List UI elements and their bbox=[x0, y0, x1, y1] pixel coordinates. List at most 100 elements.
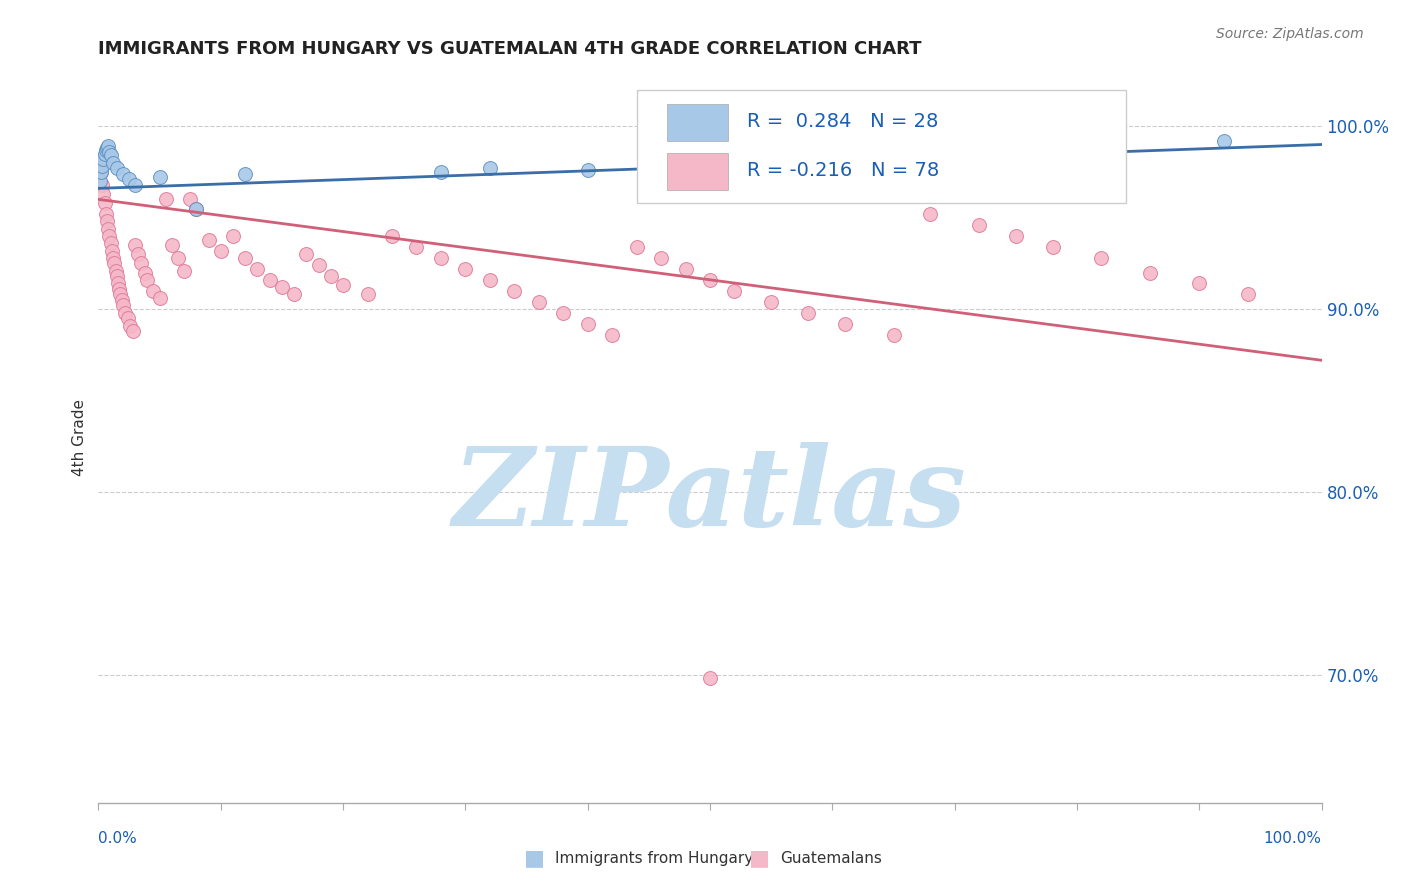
Point bbox=[405, 240, 427, 254]
Point bbox=[1090, 251, 1112, 265]
Point bbox=[105, 269, 128, 284]
Point bbox=[117, 311, 139, 326]
Y-axis label: 4th Grade: 4th Grade bbox=[72, 399, 87, 475]
Point bbox=[120, 318, 142, 333]
Point bbox=[920, 207, 942, 221]
Text: R =  0.284   N = 28: R = 0.284 N = 28 bbox=[747, 112, 938, 130]
Point bbox=[1139, 265, 1161, 279]
Point bbox=[553, 306, 575, 320]
Text: ■: ■ bbox=[749, 848, 769, 868]
Point bbox=[94, 207, 117, 221]
Point bbox=[91, 178, 114, 192]
Point bbox=[675, 261, 697, 276]
Point bbox=[834, 317, 856, 331]
Point bbox=[319, 269, 342, 284]
Point bbox=[124, 238, 146, 252]
Point bbox=[91, 152, 114, 166]
Point bbox=[89, 155, 111, 169]
Point bbox=[124, 178, 146, 192]
Point bbox=[89, 174, 111, 188]
Point bbox=[93, 146, 115, 161]
Text: IMMIGRANTS FROM HUNGARY VS GUATEMALAN 4TH GRADE CORRELATION CHART: IMMIGRANTS FROM HUNGARY VS GUATEMALAN 4T… bbox=[98, 40, 922, 58]
Point bbox=[98, 228, 121, 243]
Point bbox=[356, 287, 378, 301]
Point bbox=[96, 141, 118, 155]
Point bbox=[478, 161, 501, 176]
Point bbox=[105, 161, 128, 176]
Point bbox=[111, 293, 134, 307]
Text: 100.0%: 100.0% bbox=[1264, 831, 1322, 846]
Text: ZIPatlas: ZIPatlas bbox=[453, 442, 967, 549]
Text: Immigrants from Hungary: Immigrants from Hungary bbox=[555, 851, 754, 865]
Point bbox=[142, 284, 165, 298]
Point bbox=[845, 158, 868, 172]
Point bbox=[100, 148, 122, 162]
FancyBboxPatch shape bbox=[668, 104, 728, 141]
Point bbox=[110, 287, 132, 301]
Point bbox=[967, 218, 990, 232]
Point bbox=[149, 291, 172, 305]
Point bbox=[186, 202, 208, 216]
Point bbox=[723, 284, 745, 298]
Point bbox=[430, 251, 453, 265]
Point bbox=[101, 251, 124, 265]
Point bbox=[173, 263, 195, 277]
Point bbox=[1004, 228, 1026, 243]
Point bbox=[381, 228, 404, 243]
Point bbox=[186, 202, 208, 216]
Point bbox=[129, 256, 152, 270]
Point bbox=[527, 294, 550, 309]
Point bbox=[797, 160, 820, 174]
Point bbox=[894, 160, 917, 174]
Point bbox=[90, 165, 112, 179]
Point bbox=[626, 240, 648, 254]
Point bbox=[90, 165, 112, 179]
Point bbox=[478, 273, 501, 287]
Point bbox=[600, 327, 623, 342]
Point bbox=[179, 192, 201, 206]
Point bbox=[98, 145, 121, 159]
Point bbox=[103, 256, 125, 270]
Point bbox=[136, 273, 159, 287]
Point bbox=[155, 192, 177, 206]
Point bbox=[430, 165, 453, 179]
Point bbox=[91, 186, 114, 201]
Point bbox=[576, 163, 599, 178]
Point bbox=[308, 258, 330, 272]
Text: Source: ZipAtlas.com: Source: ZipAtlas.com bbox=[1216, 27, 1364, 41]
Point bbox=[101, 244, 124, 258]
Point bbox=[222, 228, 245, 243]
Point bbox=[699, 672, 721, 686]
Point bbox=[107, 277, 129, 291]
Point bbox=[114, 306, 136, 320]
Text: ■: ■ bbox=[524, 848, 544, 868]
Point bbox=[1042, 240, 1064, 254]
Text: R = -0.216   N = 78: R = -0.216 N = 78 bbox=[747, 161, 939, 180]
Point bbox=[576, 317, 599, 331]
Text: 0.0%: 0.0% bbox=[98, 831, 138, 846]
Point bbox=[160, 238, 183, 252]
Point bbox=[91, 160, 114, 174]
Point bbox=[233, 167, 256, 181]
Point bbox=[295, 247, 318, 261]
Point bbox=[111, 298, 134, 312]
Point bbox=[111, 167, 134, 181]
Point bbox=[118, 172, 141, 186]
Point bbox=[675, 165, 697, 179]
Point bbox=[209, 244, 232, 258]
Point bbox=[233, 251, 256, 265]
Point bbox=[1188, 277, 1211, 291]
Point bbox=[699, 273, 721, 287]
Text: Guatemalans: Guatemalans bbox=[780, 851, 882, 865]
Point bbox=[127, 247, 149, 261]
Point bbox=[650, 251, 672, 265]
Point bbox=[283, 287, 305, 301]
Point bbox=[270, 280, 294, 294]
Point bbox=[1237, 287, 1260, 301]
Point bbox=[96, 214, 118, 228]
Point bbox=[100, 236, 122, 251]
Point bbox=[97, 221, 120, 235]
Point bbox=[97, 139, 120, 153]
Point bbox=[699, 161, 721, 176]
Point bbox=[104, 263, 127, 277]
